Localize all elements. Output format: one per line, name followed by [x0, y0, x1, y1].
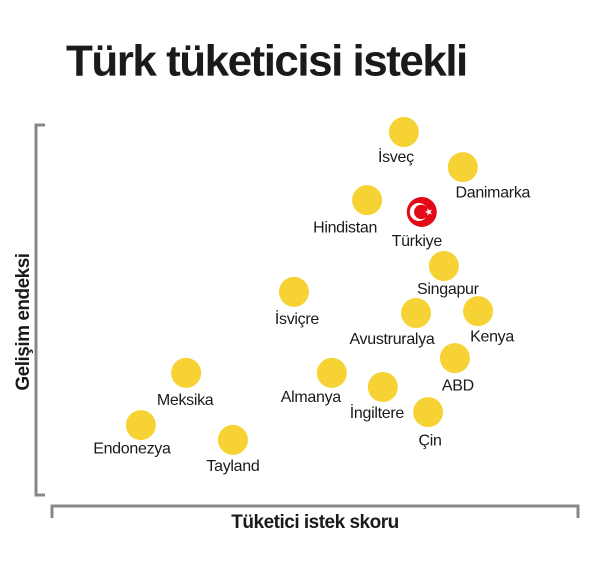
point-label: Türkiye [392, 233, 443, 250]
point-label: Almanya [281, 389, 342, 406]
point-label: ABD [442, 377, 474, 394]
x-axis-label: Tüketici istek skoru [231, 512, 398, 533]
point-label: Endonezya [93, 440, 171, 457]
point [439, 343, 470, 374]
point [367, 371, 398, 402]
point-label: Hindistan [313, 219, 377, 236]
point [217, 424, 248, 455]
point [463, 296, 494, 327]
chart-title: Türk tüketicisi istekli [66, 37, 467, 86]
point-label: Singapur [417, 281, 480, 298]
flag-star [424, 208, 433, 216]
point-label: Tayland [206, 458, 259, 475]
point [400, 297, 431, 328]
point [352, 185, 383, 216]
point [447, 152, 478, 183]
point [316, 357, 347, 388]
point-label: Danimarka [455, 184, 530, 201]
point-label: Çin [419, 432, 442, 449]
point [413, 397, 444, 428]
point-label: Kenya [470, 328, 514, 345]
point-label: İsviçre [275, 309, 320, 328]
point [278, 276, 309, 307]
y-axis-label: Gelişim endeksi [13, 253, 34, 390]
point-label: Avustruralya [349, 331, 434, 348]
point [125, 410, 156, 441]
point-label: İsveç [378, 147, 414, 166]
point-label: İngiltere [350, 403, 405, 422]
x-axis-bracket [50, 504, 580, 518]
flag-crescent-inner [414, 204, 429, 220]
point [388, 117, 419, 148]
point [428, 250, 459, 281]
point-label: Meksika [157, 392, 214, 409]
y-axis-bracket [34, 123, 45, 497]
point [171, 357, 202, 388]
